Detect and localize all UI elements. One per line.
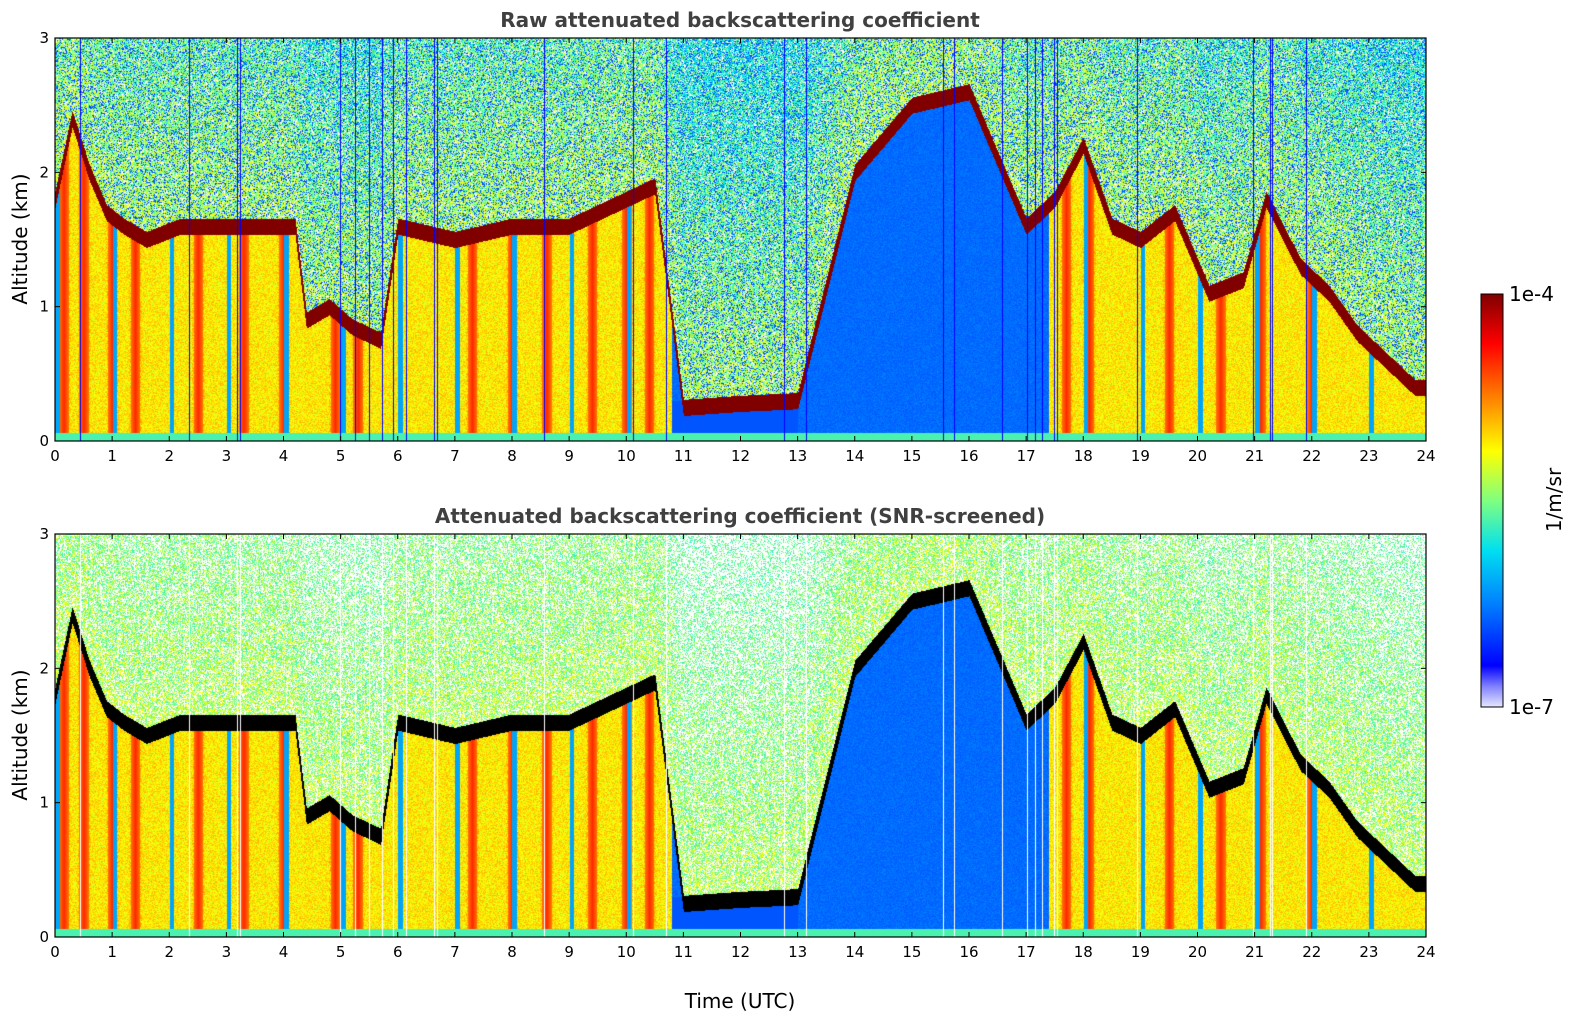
- colorbar-min-label: 1e-7: [1509, 695, 1554, 719]
- y-tick-label: 2: [39, 163, 49, 181]
- x-tick-label: 4: [279, 447, 289, 465]
- x-tick-label: 15: [902, 447, 921, 465]
- panel-screened-ylabel: Altitude (km): [8, 669, 32, 800]
- x-tick-label: 20: [1188, 447, 1207, 465]
- x-tick-label: 15: [902, 943, 921, 961]
- panel-screened-heatmap: [55, 534, 1426, 937]
- x-tick-label: 13: [788, 447, 807, 465]
- panel-raw-axes: 0 1 2 3 4 5 6 7 8 9 10 11 12 13 14 15 16 17 18 19 20 21 22 23 24…: [39, 29, 1435, 465]
- x-tick-label: 23: [1359, 943, 1378, 961]
- y-tick-label: 2: [39, 659, 49, 677]
- x-tick-label: 13: [788, 943, 807, 961]
- x-tick-label: 2: [164, 447, 174, 465]
- x-tick-label: 12: [731, 943, 750, 961]
- x-tick-label: 9: [564, 943, 574, 961]
- colorbar-unit-label: 1/m/sr: [1542, 467, 1566, 532]
- x-tick-label: 21: [1245, 943, 1264, 961]
- x-tick-label: 3: [222, 943, 232, 961]
- panel-raw-ylabel: Altitude (km): [8, 173, 32, 304]
- panel-screened-xlabel: Time (UTC): [684, 989, 796, 1013]
- x-tick-label: 4: [279, 943, 289, 961]
- panel-raw-title: Raw attenuated backscattering coefficien…: [500, 8, 980, 32]
- x-tick-label: 9: [564, 447, 574, 465]
- x-tick-label: 18: [1074, 447, 1093, 465]
- x-tick-label: 0: [50, 447, 60, 465]
- panel-raw: Raw attenuated backscattering coefficien…: [8, 8, 1436, 465]
- x-tick-label: 19: [1131, 447, 1150, 465]
- x-tick-label: 7: [450, 943, 460, 961]
- x-tick-label: 24: [1416, 943, 1435, 961]
- x-tick-label: 24: [1416, 447, 1435, 465]
- x-tick-label: 1: [107, 943, 117, 961]
- x-tick-label: 21: [1245, 447, 1264, 465]
- y-tick-label: 0: [39, 432, 49, 450]
- x-tick-label: 5: [336, 943, 346, 961]
- x-tick-label: 2: [164, 943, 174, 961]
- y-tick-label: 1: [39, 298, 49, 316]
- x-tick-label: 10: [617, 943, 636, 961]
- x-tick-label: 11: [674, 943, 693, 961]
- x-tick-label: 8: [507, 447, 517, 465]
- y-tick-label: 3: [39, 525, 49, 543]
- x-tick-label: 17: [1017, 943, 1036, 961]
- x-tick-label: 14: [845, 447, 864, 465]
- x-tick-label: 23: [1359, 447, 1378, 465]
- panel-screened-axes: 0 1 2 3 4 5 6 7 8 9 10 11 12 13 14 15 16 17 18 19 20 21 22 23 24…: [39, 525, 1435, 961]
- colorbar: 1e-4 1e-7 1/m/sr: [1480, 282, 1566, 719]
- y-tick-label: 3: [39, 29, 49, 47]
- x-tick-label: 12: [731, 447, 750, 465]
- y-tick-label: 0: [39, 928, 49, 946]
- x-tick-label: 6: [393, 943, 403, 961]
- panel-screened-title: Attenuated backscattering coefficient (S…: [435, 504, 1045, 528]
- x-tick-label: 20: [1188, 943, 1207, 961]
- x-tick-label: 1: [107, 447, 117, 465]
- x-tick-label: 18: [1074, 943, 1093, 961]
- x-tick-label: 0: [50, 943, 60, 961]
- colorbar-max-label: 1e-4: [1509, 282, 1554, 306]
- y-tick-label: 1: [39, 794, 49, 812]
- colorbar-gradient: [1480, 293, 1504, 708]
- x-tick-label: 3: [222, 447, 232, 465]
- x-tick-label: 16: [959, 447, 978, 465]
- x-tick-label: 5: [336, 447, 346, 465]
- x-tick-label: 22: [1302, 943, 1321, 961]
- x-tick-label: 11: [674, 447, 693, 465]
- x-tick-label: 10: [617, 447, 636, 465]
- panel-screened: Attenuated backscattering coefficient (S…: [8, 504, 1436, 1013]
- x-tick-label: 14: [845, 943, 864, 961]
- panel-raw-heatmap: [55, 38, 1426, 441]
- x-tick-label: 7: [450, 447, 460, 465]
- x-tick-label: 19: [1131, 943, 1150, 961]
- x-tick-label: 8: [507, 943, 517, 961]
- x-tick-label: 16: [959, 943, 978, 961]
- x-tick-label: 6: [393, 447, 403, 465]
- x-tick-label: 22: [1302, 447, 1321, 465]
- x-tick-label: 17: [1017, 447, 1036, 465]
